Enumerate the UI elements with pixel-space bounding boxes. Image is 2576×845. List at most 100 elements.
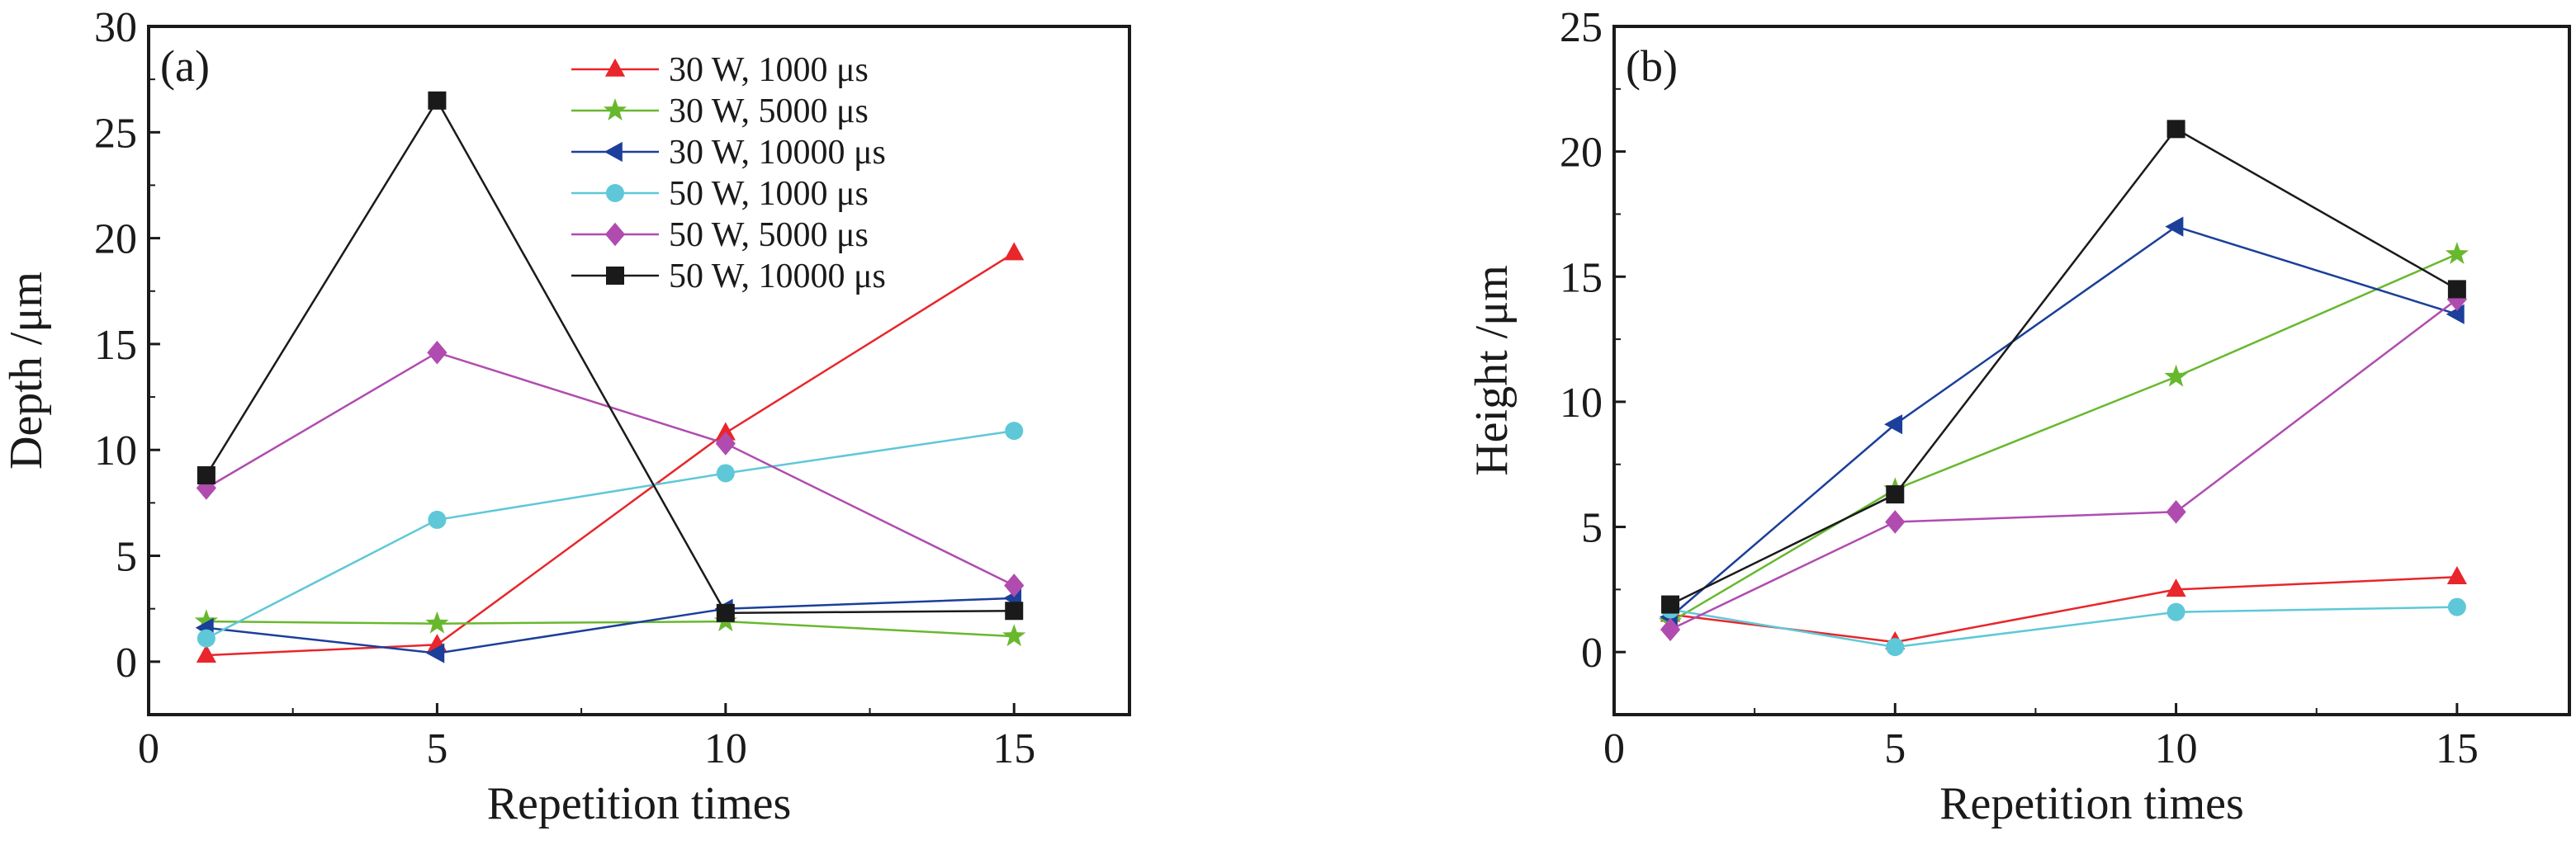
- y-tick-label-a: 0: [116, 640, 137, 687]
- data-point-b-5: [2166, 500, 2186, 524]
- x-tick-label-a: 5: [426, 725, 447, 772]
- series-a-1: [196, 242, 1025, 663]
- data-point-b-4: [2166, 602, 2185, 621]
- y-tick-label-a: 30: [94, 4, 137, 51]
- data-point-b-3: [2165, 216, 2184, 237]
- data-point-a-1: [1004, 242, 1025, 261]
- data-point-b-2: [2445, 242, 2469, 264]
- series-a-3: [195, 588, 1022, 663]
- legend-marker-5: [604, 222, 626, 247]
- data-point-a-2: [194, 609, 219, 632]
- legend-label-5: 50 W, 5000 μs: [669, 216, 869, 254]
- series-a-6: [197, 91, 1024, 622]
- series-a-5: [196, 340, 1025, 597]
- series-b-1: [1660, 566, 2467, 649]
- data-point-b-4: [1886, 638, 1905, 657]
- data-point-b-6: [1886, 485, 1905, 504]
- series-line-a-2: [206, 620, 1015, 638]
- legend-label-6: 50 W, 10000 μs: [669, 257, 886, 295]
- series-line-b-3: [1669, 225, 2458, 618]
- data-point-a-3: [426, 643, 445, 663]
- data-point-a-6: [1005, 602, 1024, 621]
- series-line-a-6: [205, 98, 1015, 615]
- data-point-a-6: [197, 466, 215, 485]
- y-tick-label-b: 20: [1560, 130, 1603, 177]
- legend-marker-1: [604, 58, 626, 77]
- legend-marker-2: [603, 98, 627, 121]
- series-line-a-3: [206, 597, 1015, 654]
- series-line-b-4: [1669, 606, 2457, 649]
- data-point-b-1: [2446, 566, 2467, 584]
- panel-label-a: (a): [160, 41, 210, 91]
- legend-marker-3: [604, 141, 623, 163]
- x-tick-label-b: 0: [1603, 725, 1625, 772]
- data-point-b-6: [1661, 595, 1680, 614]
- series-b-2: [1658, 242, 2469, 632]
- legend-label-1: 30 W, 1000 μs: [669, 51, 869, 89]
- series-line-a-5: [206, 351, 1015, 587]
- y-tick-label-a: 15: [94, 322, 137, 369]
- series-line-b-6: [1669, 127, 2458, 606]
- data-point-a-4: [428, 510, 447, 529]
- data-point-b-1: [2166, 578, 2186, 597]
- data-point-a-2: [1002, 624, 1026, 647]
- legend-marker-6: [606, 267, 624, 285]
- plot-frame-b: [1612, 25, 2571, 716]
- data-point-a-4: [197, 629, 215, 648]
- x-tick-label-a: 0: [138, 725, 159, 772]
- series-b-5: [1660, 287, 2467, 642]
- legend-label-2: 30 W, 5000 μs: [669, 92, 869, 130]
- data-point-a-1: [196, 644, 216, 663]
- data-point-a-5: [1004, 574, 1025, 597]
- legend-label-4: 50 W, 1000 μs: [669, 175, 869, 213]
- y-tick-label-a: 10: [94, 427, 137, 474]
- data-point-a-4: [716, 464, 735, 483]
- x-tick-label-b: 5: [1884, 725, 1906, 772]
- data-point-a-4: [1005, 422, 1024, 441]
- data-point-b-6: [2447, 280, 2466, 299]
- y-tick-label-a: 5: [116, 534, 137, 581]
- legend-label-3: 30 W, 10000 μs: [669, 134, 886, 172]
- x-axis-title-b: Repetition times: [1939, 778, 2244, 829]
- x-tick-label-a: 15: [992, 725, 1035, 772]
- data-point-a-6: [716, 603, 735, 622]
- x-tick-label-b: 15: [2436, 725, 2479, 772]
- y-tick-label-b: 15: [1560, 254, 1603, 301]
- series-line-a-1: [206, 252, 1015, 657]
- x-tick-label-a: 10: [704, 725, 747, 772]
- y-tick-label-b: 5: [1581, 505, 1603, 552]
- panel-label-b: (b): [1626, 41, 1678, 91]
- series-line-a-4: [206, 429, 1015, 640]
- y-tick-label-b: 25: [1560, 4, 1603, 51]
- data-point-a-6: [428, 91, 447, 110]
- data-point-b-4: [2447, 597, 2466, 616]
- series-a-4: [197, 422, 1024, 648]
- plot-frame-a: [147, 25, 1131, 716]
- y-tick-label-b: 0: [1581, 630, 1603, 677]
- data-point-b-3: [2446, 304, 2465, 324]
- panel-a: 0 5 10 15 0 5 10 15 20 25 30 Repetition times Depth …: [1, 4, 1131, 829]
- data-point-b-2: [2164, 364, 2188, 387]
- data-point-b-3: [1884, 414, 1903, 435]
- x-axis-title-a: Repetition times: [487, 778, 792, 829]
- x-tick-label-b: 10: [2155, 725, 2198, 772]
- data-point-a-1: [715, 422, 736, 441]
- y-tick-label-a: 25: [94, 110, 137, 157]
- data-point-a-5: [715, 432, 736, 456]
- data-point-a-5: [427, 340, 447, 365]
- series-b-6: [1661, 120, 2466, 614]
- data-point-b-6: [2166, 120, 2185, 139]
- y-axis-title-b: Height /μm: [1466, 265, 1518, 476]
- legend-marker-4: [606, 184, 624, 202]
- panel-b: 0 5 10 15 0 5 10 15 20 25 Repetition times Height /…: [1466, 4, 2571, 829]
- y-tick-label-a: 20: [94, 216, 137, 263]
- data-point-b-5: [1660, 617, 1681, 642]
- series-b-4: [1661, 597, 2466, 657]
- data-point-a-2: [425, 611, 449, 634]
- series-line-b-2: [1669, 253, 2458, 623]
- series-line-b-5: [1669, 298, 2458, 631]
- y-axis-title-a: Depth /μm: [1, 271, 52, 470]
- y-tick-label-b: 10: [1560, 380, 1603, 427]
